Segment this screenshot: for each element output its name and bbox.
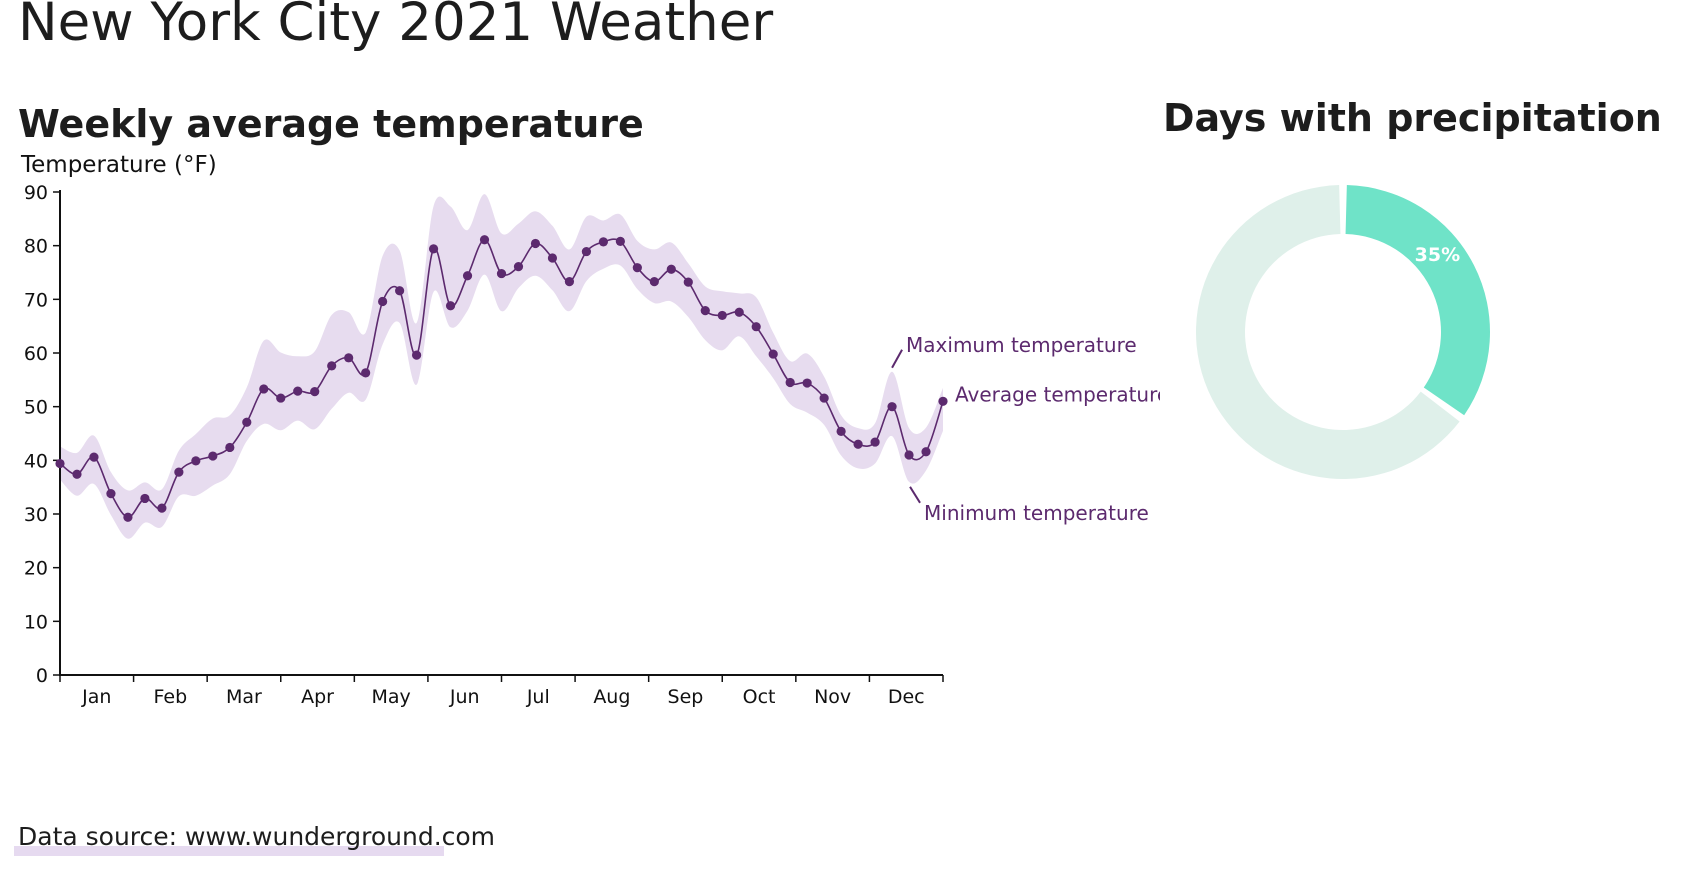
min-temp-annotation: Minimum temperature — [924, 501, 1149, 525]
y-tick-label: 40 — [24, 450, 48, 472]
avg-temp-point — [683, 277, 693, 287]
avg-temp-point — [734, 307, 744, 317]
x-tick-label: May — [371, 686, 410, 708]
avg-temp-point — [870, 437, 880, 447]
avg-temp-point — [327, 361, 337, 371]
avg-temp-point — [768, 349, 778, 359]
avg-temp-point — [140, 493, 150, 504]
avg-temp-point — [751, 322, 761, 332]
avg-temp-point — [598, 237, 608, 247]
avg-temp-point — [819, 393, 829, 403]
avg-temp-point — [344, 353, 354, 363]
avg-temp-point — [411, 350, 422, 360]
donut-slice-precipitation — [1345, 185, 1490, 416]
avg-temp-point — [378, 296, 388, 307]
y-axis: 0 10 20 30 40 50 60 70 80 90 — [24, 182, 61, 687]
temperature-chart: Temperature (°F) 0 10 20 30 40 50 60 70 80 90 Jan… — [20, 152, 1160, 708]
y-tick-label: 80 — [24, 236, 48, 258]
avg-temp-point — [921, 447, 931, 457]
avg-temp-point — [496, 268, 507, 279]
y-tick-label: 10 — [24, 611, 48, 633]
avg-temp-point — [785, 377, 795, 388]
avg-temp-point — [55, 458, 65, 469]
donut-percent-label: 35% — [1415, 244, 1460, 266]
avg-temp-point — [717, 310, 727, 321]
x-tick-label: Feb — [154, 686, 188, 708]
x-tick-label: Nov — [814, 686, 851, 708]
avg-temp-point — [802, 378, 812, 388]
avg-temp-point — [479, 235, 490, 245]
avg-temp-point — [887, 402, 897, 412]
avg-temp-point — [632, 263, 642, 273]
x-tick-label: Jul — [526, 686, 550, 708]
avg-temp-point — [89, 452, 99, 462]
precipitation-chart-title: Days with precipitation — [1163, 96, 1662, 140]
y-tick-label: 50 — [24, 397, 48, 419]
source-highlight — [14, 846, 444, 856]
avg-temp-point — [259, 384, 269, 394]
average-temperature-points — [55, 235, 948, 522]
max-temp-leader-line — [891, 349, 903, 369]
avg-temp-point — [191, 456, 201, 466]
avg-temp-point — [395, 286, 405, 296]
avg-temp-point — [361, 368, 371, 378]
x-axis: Jan Feb Mar Apr May Jun Jul Aug Sep Oct Nov Dec — [59, 674, 944, 708]
avg-temp-point — [547, 253, 558, 263]
x-tick-label: Jan — [81, 686, 111, 708]
avg-temp-point — [174, 467, 184, 477]
y-tick-label: 30 — [24, 504, 48, 526]
data-source-note: Data source: www.wunderground.com — [18, 822, 496, 851]
x-tick-label: Jun — [449, 686, 480, 708]
avg-temp-point — [700, 306, 710, 316]
avg-temp-point — [428, 244, 439, 254]
avg-temp-point — [242, 417, 252, 427]
page-title: New York City 2021 Weather — [18, 0, 774, 53]
avg-temp-point — [904, 450, 914, 460]
avg-temp-point — [310, 387, 320, 397]
x-tick-label: Oct — [743, 686, 776, 708]
x-tick-label: Mar — [226, 686, 262, 708]
temperature-chart-title: Weekly average temperature — [18, 102, 644, 146]
avg-temp-point — [208, 451, 218, 461]
avg-temp-point — [564, 277, 575, 287]
avg-temp-point — [276, 393, 286, 403]
avg-temp-point — [581, 246, 592, 257]
avg-temp-point — [513, 261, 524, 272]
donut-slice-no-precipitation — [1196, 185, 1460, 480]
avg-temp-point — [445, 301, 456, 311]
avg-temp-point — [106, 489, 116, 499]
x-tick-label: Aug — [593, 686, 630, 708]
avg-temp-point — [615, 236, 625, 246]
y-tick-label: 60 — [24, 343, 48, 365]
avg-temp-point — [123, 512, 133, 522]
y-tick-label: 70 — [24, 289, 48, 311]
avg-temp-point — [666, 264, 676, 274]
avg-temp-point — [836, 426, 846, 436]
avg-temp-point — [157, 503, 167, 513]
y-axis-label: Temperature (°F) — [20, 152, 217, 178]
avg-temp-point — [462, 271, 473, 281]
x-tick-label: Apr — [301, 686, 334, 708]
max-temp-annotation: Maximum temperature — [906, 333, 1137, 357]
x-tick-label: Sep — [668, 686, 704, 708]
avg-temp-point — [72, 469, 82, 479]
min-temp-leader-line — [909, 486, 921, 504]
x-tick-label: Dec — [888, 686, 925, 708]
precipitation-donut-chart: 35% — [1196, 185, 1490, 480]
y-tick-label: 90 — [24, 182, 48, 204]
avg-temp-point — [649, 277, 659, 287]
avg-temp-annotation: Average temperature — [955, 382, 1160, 406]
temperature-range-band — [60, 194, 943, 539]
avg-temp-point — [225, 442, 235, 453]
avg-temp-point — [293, 386, 303, 396]
avg-temp-point — [853, 439, 863, 449]
avg-temp-point — [530, 238, 541, 249]
avg-temp-point — [938, 396, 948, 406]
y-tick-label: 20 — [24, 558, 48, 580]
y-tick-label: 0 — [36, 665, 48, 687]
series-annotations: Maximum temperature Average temperature … — [891, 333, 1160, 525]
